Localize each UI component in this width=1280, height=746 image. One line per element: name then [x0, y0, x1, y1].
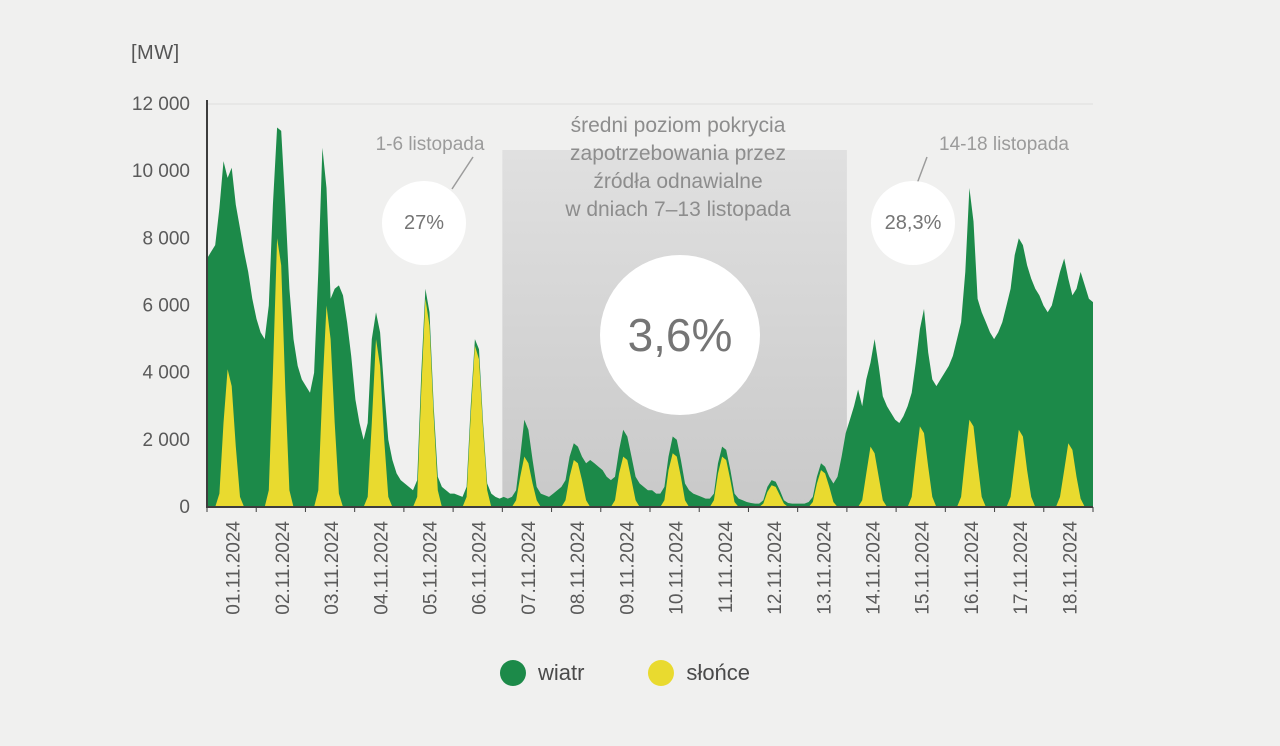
x-axis-date-label: 11.11.2024	[716, 521, 737, 614]
x-axis-date-label: 05.11.2024	[421, 521, 442, 615]
sun-legend-label: słońce	[686, 660, 751, 685]
x-axis-date-label: 18.11.2024	[1060, 521, 1081, 615]
y-axis-unit-label: [MW]	[131, 42, 180, 64]
legend-item-wind: wiatr	[499, 660, 585, 686]
x-axis-date-label: 15.11.2024	[913, 521, 934, 615]
coverage-value-left: 27%	[403, 211, 445, 234]
x-axis-date-label: 16.11.2024	[962, 521, 983, 615]
wind-legend-dot-icon	[499, 660, 526, 686]
y-axis-tick-label: 10 000	[132, 161, 190, 182]
solar-area-series	[207, 238, 1093, 508]
y-axis-tick-label: 2 000	[142, 430, 190, 451]
note-line-3: źródła odnawialne	[593, 170, 763, 193]
x-axis-date-label: 01.11.2024	[224, 521, 245, 615]
coverage-badge-center: 3,6%	[600, 255, 760, 415]
x-axis-date-label: 08.11.2024	[568, 521, 589, 615]
note-line-1: średni poziom pokrycia	[570, 114, 786, 137]
callout-connector-left	[451, 156, 474, 190]
highlight-note: średni poziom pokrycia zapotrzebowania p…	[462, 112, 894, 224]
x-axis-date-label: 10.11.2024	[667, 521, 688, 615]
sun-legend-dot-icon	[648, 660, 675, 686]
x-axis-date-label: 03.11.2024	[322, 521, 343, 615]
coverage-value-right: 28,3%	[884, 211, 942, 234]
callout-label-left: 1-6 listopada	[375, 134, 485, 155]
y-axis-tick-label: 12 000	[132, 94, 190, 115]
legend: wiatr słońce	[499, 660, 750, 686]
y-axis-tick-label: 6 000	[142, 296, 190, 317]
y-axis-tick-label: 8 000	[142, 228, 190, 249]
coverage-badge-left: 27%	[382, 181, 466, 265]
wind-legend-label: wiatr	[537, 660, 585, 685]
x-axis-date-label: 04.11.2024	[371, 521, 392, 615]
x-axis-date-label: 17.11.2024	[1011, 521, 1032, 615]
coverage-badge-right: 28,3%	[871, 181, 955, 265]
coverage-value-center: 3,6%	[627, 309, 733, 361]
x-axis-date-label: 14.11.2024	[864, 521, 885, 615]
x-axis-date-label: 06.11.2024	[470, 521, 491, 615]
legend-item-sun: słońce	[648, 660, 750, 686]
x-axis-date-label: 02.11.2024	[273, 521, 294, 615]
y-axis-tick-label: 0	[179, 497, 190, 518]
x-axis-date-label: 09.11.2024	[617, 521, 638, 615]
note-line-4: w dniach 7–13 listopada	[565, 198, 791, 221]
x-axis-date-label: 12.11.2024	[765, 521, 786, 615]
y-axis-tick-label: 4 000	[142, 363, 190, 384]
callout-label-right: 14-18 listopada	[939, 134, 1069, 155]
x-axis-date-label: 13.11.2024	[814, 521, 835, 615]
x-axis-date-label: 07.11.2024	[519, 521, 540, 615]
note-line-2: zapotrzebowania przez	[570, 142, 786, 165]
